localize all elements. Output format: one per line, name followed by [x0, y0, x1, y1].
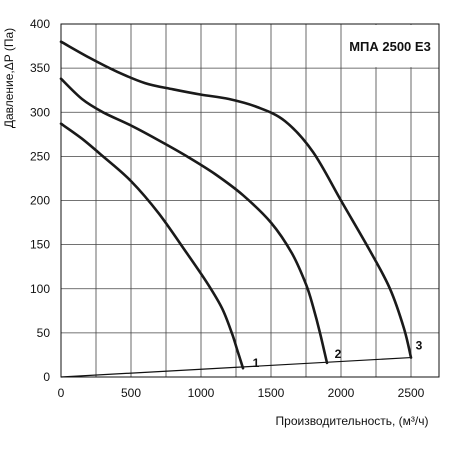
system-curve-line	[60, 356, 412, 378]
x-tick-label: 1000	[188, 386, 215, 400]
y-axis-label: Давление,ΔP (Па)	[2, 28, 16, 128]
x-axis-ticks: 0 500 1000 1500 2000 2500	[58, 386, 425, 400]
y-tick-label: 350	[30, 61, 50, 75]
y-axis-ticks: 0 50 100 150 200 250 300 350 400	[30, 17, 50, 384]
y-tick-label: 100	[30, 282, 50, 296]
x-tick-label: 1500	[258, 386, 285, 400]
x-axis-label: Производительность, (м³/ч)	[276, 414, 429, 428]
fan-curve-2	[59, 77, 329, 365]
system-curve	[60, 356, 412, 378]
x-tick-label: 2000	[328, 386, 355, 400]
y-tick-label: 300	[30, 105, 50, 119]
x-tick-label: 2500	[398, 386, 425, 400]
curve-labels: 1 2 3	[253, 339, 423, 371]
x-tick-label: 500	[121, 386, 141, 400]
fan-curve-1	[59, 122, 245, 370]
curve-label-2: 2	[335, 347, 342, 361]
y-tick-label: 150	[30, 238, 50, 252]
x-tick-label: 0	[58, 386, 65, 400]
y-tick-label: 50	[37, 326, 51, 340]
plot-frame	[60, 23, 440, 378]
curve-label-1: 1	[253, 356, 260, 370]
y-tick-label: 250	[30, 149, 50, 163]
fan-curve-3	[59, 40, 413, 359]
title-background	[342, 25, 438, 68]
y-tick-label: 0	[43, 370, 50, 384]
fan-curves	[59, 40, 413, 370]
title-box: МПА 2500 Е3	[342, 25, 438, 68]
chart-title: МПА 2500 Е3	[349, 39, 431, 54]
y-tick-label: 200	[30, 194, 50, 208]
curve-label-3: 3	[416, 339, 423, 353]
y-tick-label: 400	[30, 17, 50, 31]
